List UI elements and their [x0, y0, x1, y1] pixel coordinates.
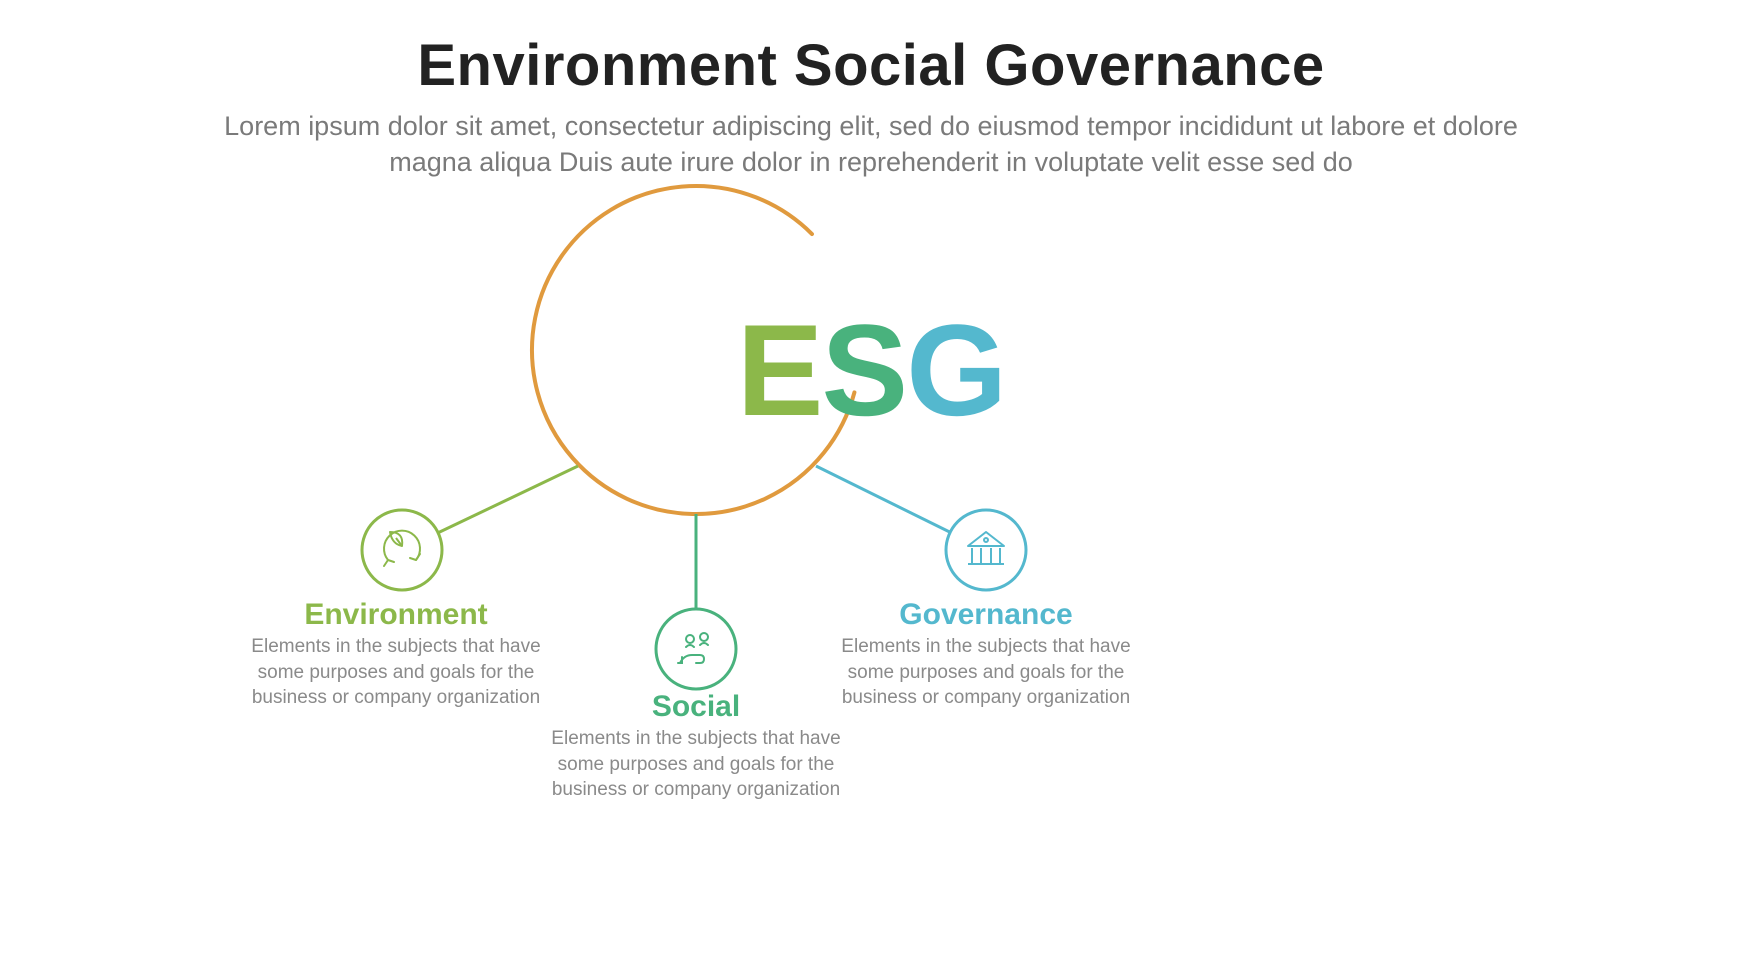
page-subtitle: Lorem ipsum dolor sit amet, consectetur … — [221, 108, 1521, 181]
connector-environment — [438, 466, 578, 533]
esg-letter-s: S — [821, 295, 906, 445]
connector-governance — [816, 466, 950, 532]
hand-people-icon — [678, 633, 708, 663]
social-icon-circle — [656, 609, 736, 689]
social-desc: Elements in the subjects that have some … — [536, 726, 856, 803]
infographic-canvas: Environment Social Governance Lorem ipsu… — [0, 0, 1742, 980]
esg-acronym: ESG — [737, 295, 1006, 445]
governance-desc: Elements in the subjects that have some … — [826, 634, 1146, 711]
governance-icon-circle — [946, 510, 1026, 590]
environment-title: Environment — [226, 598, 566, 632]
environment-desc: Elements in the subjects that have some … — [236, 634, 556, 711]
social-title: Social — [526, 690, 866, 724]
institution-icon — [968, 532, 1004, 564]
governance-title: Governance — [816, 598, 1156, 632]
esg-letter-g: G — [906, 295, 1005, 445]
page-title: Environment Social Governance — [0, 32, 1742, 99]
recycle-leaf-icon — [384, 531, 420, 566]
environment-icon-circle — [362, 510, 442, 590]
esg-letter-e: E — [737, 295, 822, 445]
